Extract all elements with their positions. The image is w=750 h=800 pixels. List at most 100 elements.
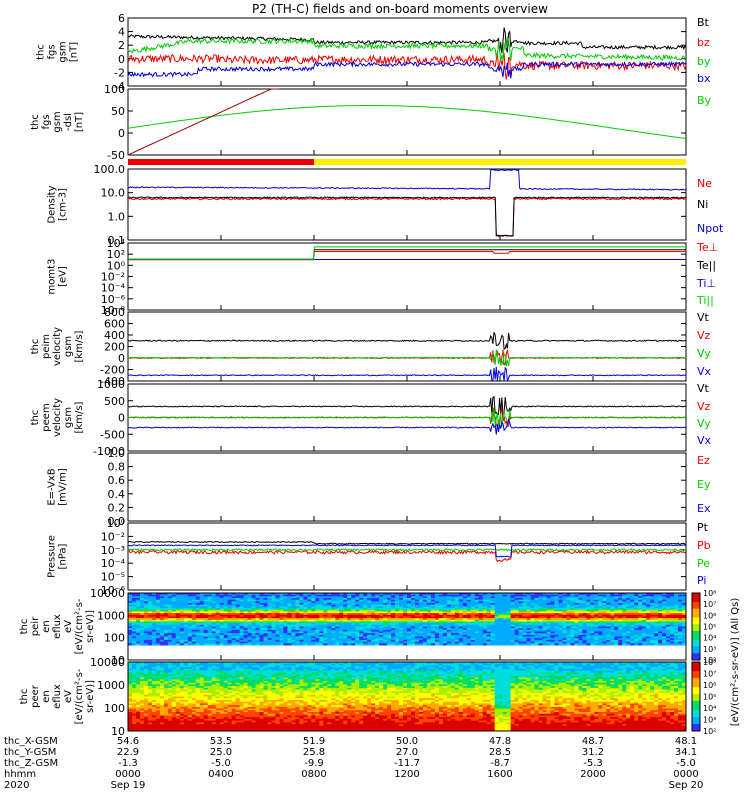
heatmap-cell	[622, 634, 627, 638]
heatmap-cell	[594, 619, 599, 622]
heatmap-cell	[295, 636, 300, 639]
heatmap-cell	[415, 594, 420, 597]
heatmap-cell	[594, 608, 599, 611]
heatmap-cell	[630, 609, 635, 612]
heatmap-cell	[279, 601, 284, 604]
heatmap-cell	[387, 598, 392, 601]
heatmap-cell	[438, 596, 444, 599]
heatmap-cell	[263, 626, 268, 629]
heatmap-cell	[195, 593, 201, 596]
heatmap-cell	[522, 619, 528, 622]
heatmap-cell	[287, 611, 292, 614]
heatmap-cell	[554, 604, 559, 607]
heatmap-cell	[586, 598, 591, 601]
heatmap-cell	[399, 634, 404, 638]
heatmap-cell	[231, 629, 237, 633]
heatmap-cell	[462, 623, 468, 626]
heatmap-cell	[566, 598, 571, 601]
heatmap-cell	[283, 608, 288, 611]
heatmap-cell	[538, 596, 543, 599]
heatmap-cell	[199, 613, 205, 616]
heatmap-cell	[446, 623, 452, 626]
heatmap-cell	[526, 611, 532, 614]
heatmap-cell	[542, 604, 547, 607]
heatmap-cell	[371, 621, 376, 624]
heatmap-cell	[558, 643, 563, 646]
heatmap-cell	[395, 614, 400, 617]
heatmap-cell	[171, 634, 177, 638]
heatmap-cell	[140, 643, 145, 646]
heatmap-cell	[606, 593, 611, 596]
heatmap-cell	[259, 601, 264, 604]
heatmap-cell	[582, 643, 587, 646]
heatmap-cell	[482, 609, 488, 612]
heatmap-cell	[295, 594, 300, 597]
heatmap-cell	[359, 613, 364, 616]
heatmap-cell	[287, 606, 292, 609]
heatmap-cell	[646, 616, 651, 619]
heatmap-cell	[155, 634, 161, 638]
heatmap-cell	[566, 594, 571, 597]
heatmap-cell	[259, 611, 264, 614]
heatmap-cell	[419, 631, 424, 634]
heatmap-cell	[247, 616, 253, 619]
heatmap-cell	[490, 614, 496, 617]
heatmap-cell	[295, 624, 300, 627]
heatmap-cell	[311, 634, 316, 638]
heatmap-cell	[187, 599, 193, 602]
heatmap-cell	[554, 609, 559, 612]
heatmap-cell	[502, 618, 508, 621]
heatmap-cell	[291, 603, 296, 606]
heatmap-cell	[538, 598, 543, 601]
heatmap-cell	[371, 611, 376, 614]
heatmap-cell	[395, 631, 400, 634]
heatmap-cell	[195, 594, 201, 597]
heatmap-cell	[287, 594, 292, 597]
heatmap-cell	[151, 631, 157, 634]
heatmap-cell	[662, 643, 667, 646]
heatmap-cell	[450, 596, 456, 599]
heatmap-cell	[654, 594, 659, 597]
heatmap-cell	[618, 596, 623, 599]
heatmap-cell	[355, 613, 360, 616]
heatmap-cell	[478, 614, 484, 617]
heatmap-cell	[478, 609, 484, 612]
heatmap-cell	[562, 616, 567, 619]
heatmap-cell	[203, 604, 209, 607]
heatmap-cell	[506, 606, 512, 609]
heatmap-cell	[395, 601, 400, 604]
heatmap-cell	[259, 599, 264, 602]
heatmap-cell	[140, 614, 145, 617]
heatmap-cell	[426, 609, 432, 612]
heatmap-cell	[367, 643, 372, 646]
heatmap-cell	[526, 623, 532, 626]
heatmap-cell	[191, 608, 197, 611]
heatmap-cell	[355, 611, 360, 614]
heatmap-cell	[207, 616, 213, 619]
heatmap-cell	[482, 594, 488, 597]
heatmap-cell	[550, 624, 555, 627]
heatmap-cell	[490, 616, 496, 619]
heatmap-cell	[430, 623, 436, 626]
heatmap-cell	[606, 601, 611, 604]
heatmap-cell	[574, 626, 579, 629]
heatmap-cell	[678, 598, 683, 601]
heatmap-cell	[678, 596, 683, 599]
y-tick-label: 0.6	[108, 474, 126, 487]
heatmap-cell	[618, 626, 623, 629]
heatmap-cell	[578, 599, 583, 602]
heatmap-cell	[411, 606, 416, 609]
heatmap-cell	[490, 606, 496, 609]
heatmap-cell	[419, 633, 424, 636]
heatmap-cell	[375, 623, 380, 626]
heatmap-cell	[494, 629, 500, 633]
heatmap-cell	[582, 604, 587, 607]
heatmap-cell	[395, 608, 400, 611]
heatmap-cell	[618, 611, 623, 614]
heatmap-cell	[554, 626, 559, 629]
heatmap-cell	[542, 613, 547, 616]
heatmap-cell	[239, 634, 245, 638]
heatmap-cell	[558, 598, 563, 601]
heatmap-cell	[458, 621, 464, 624]
heatmap-cell	[319, 619, 324, 622]
